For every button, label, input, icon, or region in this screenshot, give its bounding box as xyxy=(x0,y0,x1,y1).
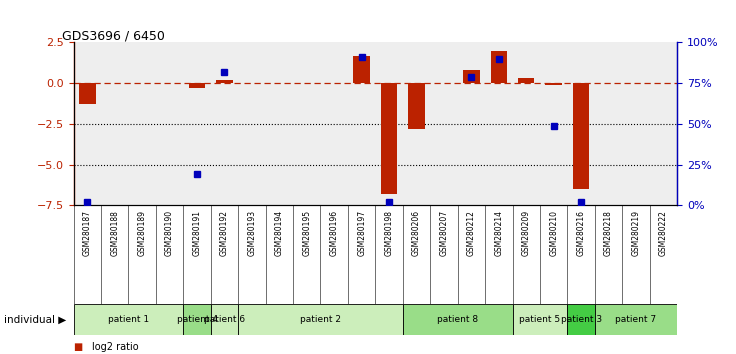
Text: GSM280207: GSM280207 xyxy=(439,210,448,256)
Bar xyxy=(74,304,183,335)
Text: GSM280191: GSM280191 xyxy=(193,210,202,256)
Text: GSM280197: GSM280197 xyxy=(357,210,366,256)
Text: GSM280206: GSM280206 xyxy=(412,210,421,256)
Text: GSM280190: GSM280190 xyxy=(165,210,174,256)
Text: patient 6: patient 6 xyxy=(204,315,245,324)
Text: GSM280188: GSM280188 xyxy=(110,210,119,256)
Bar xyxy=(353,56,370,83)
Text: GDS3696 / 6450: GDS3696 / 6450 xyxy=(62,29,164,42)
Text: GSM280218: GSM280218 xyxy=(604,210,613,256)
Text: GSM280195: GSM280195 xyxy=(302,210,311,256)
Bar xyxy=(210,304,238,335)
Text: ■: ■ xyxy=(74,342,83,352)
Text: patient 7: patient 7 xyxy=(615,315,657,324)
Text: GSM280192: GSM280192 xyxy=(220,210,229,256)
Bar xyxy=(573,83,590,189)
Text: GSM280214: GSM280214 xyxy=(495,210,503,256)
Bar xyxy=(545,83,562,85)
Text: patient 5: patient 5 xyxy=(520,315,561,324)
Text: GSM280196: GSM280196 xyxy=(330,210,339,256)
Bar xyxy=(518,78,534,83)
Text: GSM280193: GSM280193 xyxy=(247,210,256,256)
Text: individual ▶: individual ▶ xyxy=(4,314,66,325)
Text: patient 3: patient 3 xyxy=(561,315,601,324)
Bar xyxy=(408,83,425,129)
Bar xyxy=(79,83,96,104)
Text: GSM280189: GSM280189 xyxy=(138,210,146,256)
Text: GSM280194: GSM280194 xyxy=(275,210,284,256)
Bar xyxy=(403,304,512,335)
Bar xyxy=(491,51,507,83)
Bar xyxy=(238,304,403,335)
Text: patient 1: patient 1 xyxy=(108,315,149,324)
Text: GSM280222: GSM280222 xyxy=(659,210,668,256)
Text: GSM280212: GSM280212 xyxy=(467,210,476,256)
Text: GSM280209: GSM280209 xyxy=(522,210,531,256)
Bar xyxy=(512,304,567,335)
Text: GSM280219: GSM280219 xyxy=(631,210,640,256)
Bar xyxy=(183,304,210,335)
Text: GSM280187: GSM280187 xyxy=(83,210,92,256)
Text: GSM280210: GSM280210 xyxy=(549,210,558,256)
Text: GSM280198: GSM280198 xyxy=(385,210,394,256)
Bar xyxy=(216,80,233,83)
Bar xyxy=(567,304,595,335)
Text: log2 ratio: log2 ratio xyxy=(92,342,138,352)
Text: patient 2: patient 2 xyxy=(300,315,341,324)
Bar xyxy=(595,304,677,335)
Text: patient 4: patient 4 xyxy=(177,315,218,324)
Text: GSM280216: GSM280216 xyxy=(576,210,586,256)
Bar xyxy=(189,83,205,88)
Bar xyxy=(381,83,397,194)
Text: patient 8: patient 8 xyxy=(437,315,478,324)
Bar xyxy=(463,70,480,83)
